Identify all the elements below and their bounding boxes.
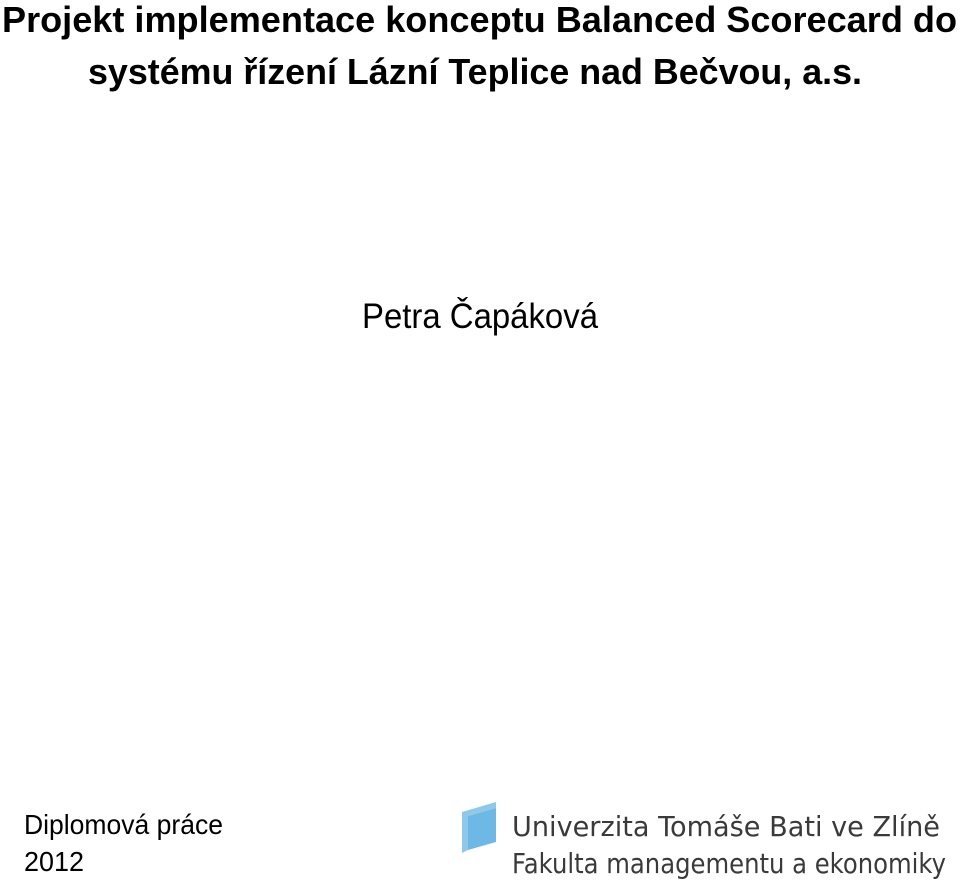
- thesis-type: Diplomová práce: [24, 809, 223, 840]
- title-line: Projekt implementace konceptu Balanced S…: [2, 0, 957, 40]
- author: Petra Čapáková: [362, 297, 599, 336]
- title-line: systému řízení Lázní Teplice nad Bečvou,…: [88, 51, 862, 92]
- year: 2012: [24, 846, 84, 877]
- faculty-name: Fakulta managementu a ekonomiky: [512, 847, 946, 880]
- logo-icon: [462, 802, 496, 853]
- university-name: Univerzita Tomáše Bati ve Zlíně: [512, 810, 940, 843]
